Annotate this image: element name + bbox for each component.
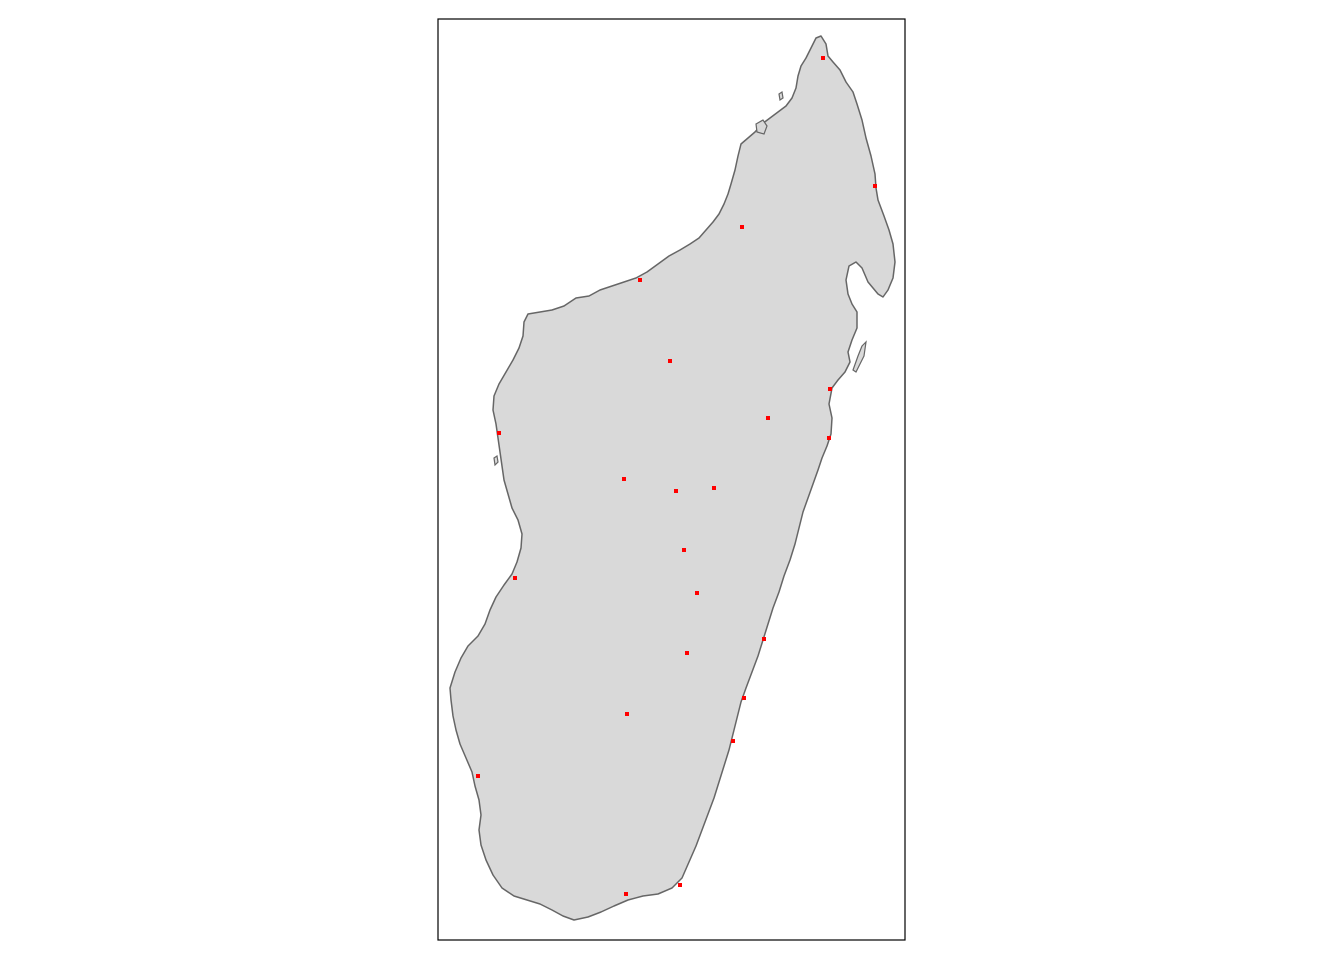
city-point xyxy=(827,436,831,440)
city-point xyxy=(622,477,626,481)
city-point xyxy=(674,489,678,493)
city-point xyxy=(513,576,517,580)
city-point xyxy=(762,637,766,641)
city-point xyxy=(682,548,686,552)
city-point xyxy=(766,416,770,420)
city-point xyxy=(873,184,877,188)
island-west-coast xyxy=(493,454,499,467)
city-point xyxy=(740,225,744,229)
city-point xyxy=(742,696,746,700)
city-point xyxy=(476,774,480,778)
city-point xyxy=(712,486,716,490)
city-point xyxy=(497,431,501,435)
city-point xyxy=(821,56,825,60)
island-sainte-marie xyxy=(852,340,867,373)
madagascar-landmass xyxy=(449,35,896,921)
island-nosy-be xyxy=(755,119,768,135)
map-frame xyxy=(437,18,906,941)
city-point xyxy=(695,591,699,595)
city-point xyxy=(731,739,735,743)
island-northwest xyxy=(778,90,784,102)
city-point xyxy=(624,892,628,896)
city-point xyxy=(678,883,682,887)
city-point xyxy=(638,278,642,282)
city-point xyxy=(625,712,629,716)
city-point xyxy=(685,651,689,655)
city-point xyxy=(828,387,832,391)
city-point xyxy=(668,359,672,363)
city-points xyxy=(476,56,877,896)
